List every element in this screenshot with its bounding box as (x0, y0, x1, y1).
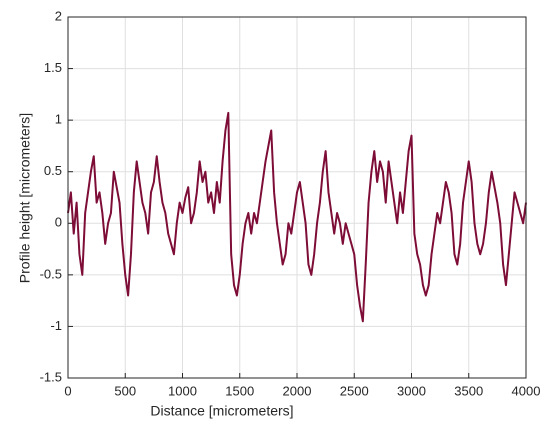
x-tick-label: 1000 (168, 383, 197, 398)
axes-box (67, 16, 527, 379)
y-tick-label: -1.5 (40, 369, 62, 384)
x-tick-label: 2000 (283, 383, 312, 398)
x-tick-label: 0 (64, 383, 71, 398)
profile-line (67, 111, 527, 323)
x-tick-label: 500 (114, 383, 136, 398)
y-tick-label: -1 (50, 318, 62, 333)
y-tick-label: 2 (55, 8, 62, 23)
x-tick-label: 1500 (225, 383, 254, 398)
x-axis-label: Distance [micrometers] (150, 403, 293, 419)
y-axis-label: Profile height [micrometers] (17, 113, 33, 283)
x-tick-label: 2500 (340, 383, 369, 398)
x-tick-label: 4000 (512, 383, 541, 398)
y-tick-label: 1.5 (44, 60, 62, 75)
y-tick-label: 1 (55, 112, 62, 127)
x-tick-label: 3500 (454, 383, 483, 398)
x-tick-label: 3000 (397, 383, 426, 398)
y-tick-label: -0.5 (40, 266, 62, 281)
y-tick-label: 0.5 (44, 163, 62, 178)
y-tick-label: 0 (55, 215, 62, 230)
